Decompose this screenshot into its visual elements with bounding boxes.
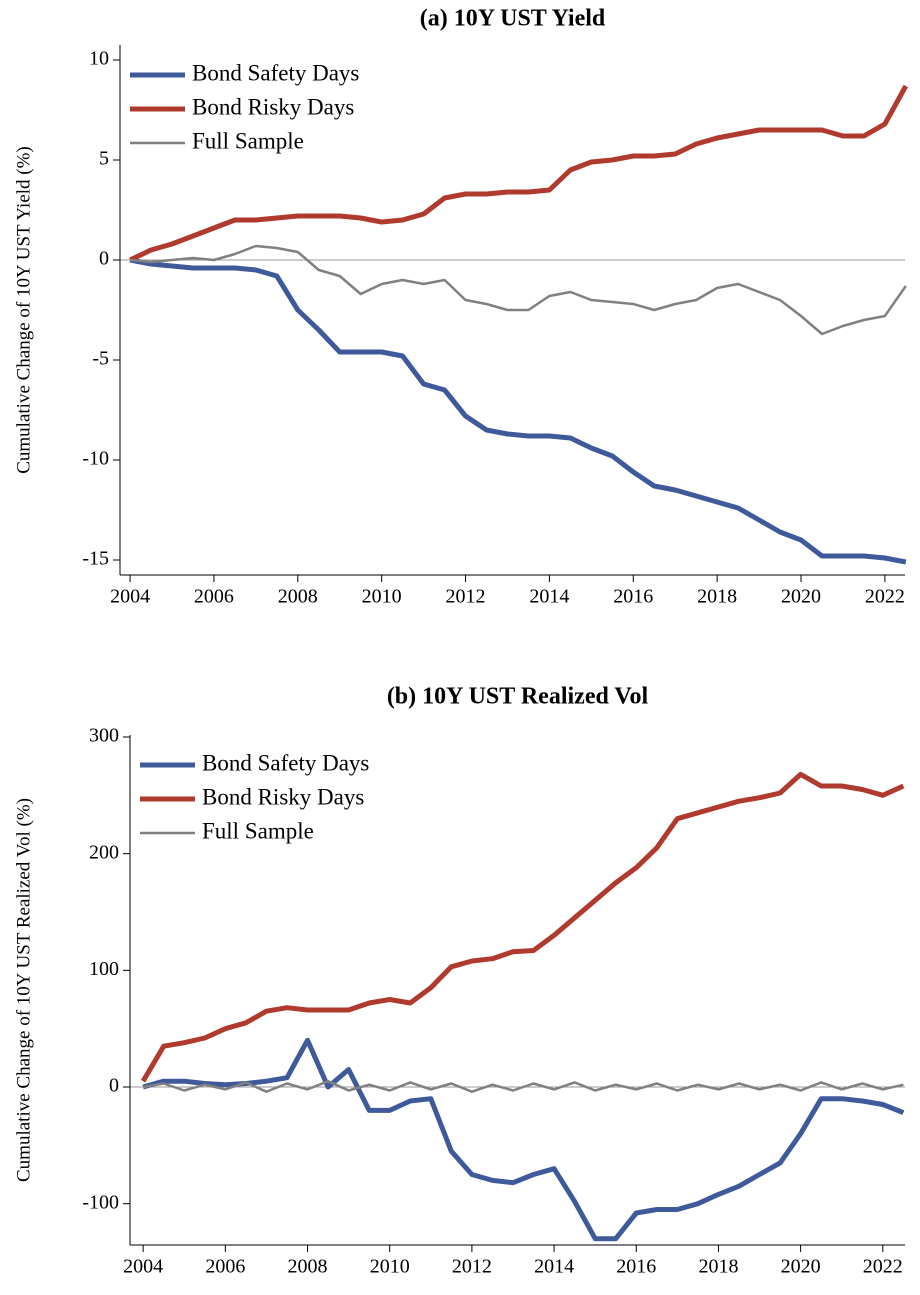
legend-label: Full Sample: [192, 128, 304, 153]
x-tick-label: 2012: [446, 586, 486, 608]
y-tick-label: 200: [89, 841, 119, 863]
legend-label: Bond Risky Days: [192, 94, 354, 119]
legend-label: Full Sample: [202, 818, 314, 843]
y-tick-label: 5: [99, 148, 109, 170]
x-tick-label: 2006: [194, 586, 234, 608]
y-tick-label: -5: [92, 348, 109, 370]
y-tick-label: 0: [99, 248, 109, 270]
x-tick-label: 2022: [865, 586, 905, 608]
x-tick-label: 2008: [278, 586, 318, 608]
x-tick-label: 2020: [781, 1256, 821, 1278]
x-tick-label: 2010: [362, 586, 402, 608]
series-line: [140, 771, 905, 1083]
y-tick-label: 300: [89, 725, 119, 747]
y-tick-label: 10: [89, 48, 109, 70]
series-line: [129, 257, 907, 565]
series-line: [129, 84, 908, 263]
x-tick-label: 2018: [697, 586, 737, 608]
y-tick-label: -100: [82, 1191, 119, 1213]
y-tick-label: 0: [109, 1075, 119, 1097]
x-tick-label: 2006: [205, 1256, 245, 1278]
chart-title: (b) 10Y UST Realized Vol: [387, 684, 649, 710]
x-tick-label: 2016: [616, 1256, 656, 1278]
x-tick-label: 2004: [123, 1256, 163, 1278]
y-tick-label: -10: [82, 448, 109, 470]
x-tick-label: 2022: [863, 1256, 903, 1278]
x-tick-label: 2014: [529, 586, 569, 608]
x-tick-label: 2014: [534, 1256, 574, 1278]
legend-label: Bond Safety Days: [192, 60, 359, 85]
legend-label: Bond Safety Days: [202, 750, 369, 775]
x-tick-label: 2020: [781, 586, 821, 608]
y-axis-label: Cumulative Change of 10Y UST Realized Vo…: [13, 798, 34, 1182]
x-tick-label: 2016: [613, 586, 653, 608]
x-tick-label: 2008: [288, 1256, 328, 1278]
series-line: [142, 1079, 904, 1093]
y-axis-label: Cumulative Change of 10Y UST Yield (%): [13, 146, 34, 474]
x-tick-label: 2004: [110, 586, 150, 608]
y-tick-label: 100: [89, 958, 119, 980]
x-tick-label: 2018: [698, 1256, 738, 1278]
series-line: [129, 244, 907, 336]
chart-title: (a) 10Y UST Yield: [420, 6, 606, 32]
y-tick-label: -15: [82, 548, 109, 570]
x-tick-label: 2012: [452, 1256, 492, 1278]
x-tick-label: 2010: [370, 1256, 410, 1278]
legend-label: Bond Risky Days: [202, 784, 364, 809]
series-line: [142, 1037, 905, 1242]
